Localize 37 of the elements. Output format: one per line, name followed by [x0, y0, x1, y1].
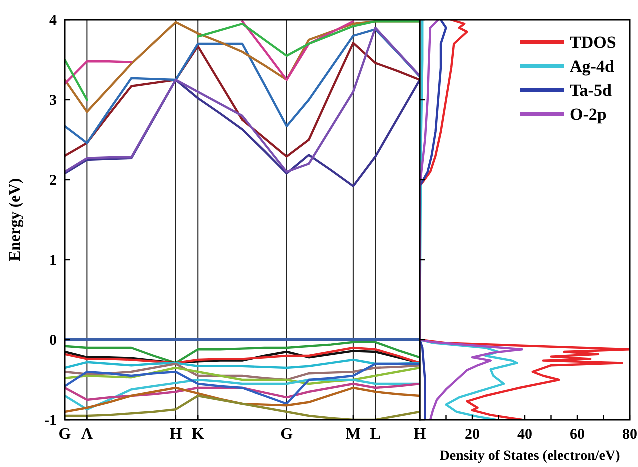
x-tick-label: 60	[570, 427, 585, 443]
line-series	[65, 26, 420, 174]
y-tick-label: 4	[50, 13, 58, 29]
y-tick-label: 0	[50, 333, 57, 349]
legend-label: Ag-4d	[570, 57, 615, 76]
x-tick-label: H	[170, 426, 183, 443]
x-tick-label: M	[346, 426, 361, 443]
x-tick-label: Λ	[81, 426, 94, 443]
y-tick-label: 2	[50, 173, 57, 189]
y-tick-label: -1	[44, 413, 57, 429]
y-tick-label: 3	[50, 93, 57, 109]
x-tick-label: G	[280, 426, 294, 443]
x-tick-label: 80	[622, 427, 638, 443]
line-series	[65, 362, 420, 382]
y-tick-label: 1	[50, 253, 57, 269]
line-series	[65, 28, 420, 144]
x-tick-label: G	[58, 426, 72, 443]
y-axis-title: Energy (eV)	[7, 178, 24, 262]
line-series	[65, 346, 420, 364]
line-series	[65, 42, 420, 158]
line-series	[65, 78, 420, 188]
line-series	[65, 394, 420, 420]
line-series	[65, 341, 420, 364]
x-tick-label: H	[414, 426, 427, 443]
legend-label: TDOS	[570, 33, 616, 52]
x-tick-label: K	[192, 426, 205, 443]
legend-label: Ta-5d	[570, 81, 612, 100]
x-tick-label: L	[370, 426, 381, 443]
x-tick-label: 20	[465, 427, 480, 443]
line-series	[65, 386, 420, 414]
x-tick-label: 40	[518, 427, 532, 443]
line-series	[65, 362, 420, 406]
line-series	[65, 366, 420, 386]
legend-label: O-2p	[570, 105, 607, 124]
line-series	[65, 358, 420, 370]
x-axis-title: Density of States (electron/eV)	[440, 449, 621, 464]
line-series	[65, 382, 420, 402]
